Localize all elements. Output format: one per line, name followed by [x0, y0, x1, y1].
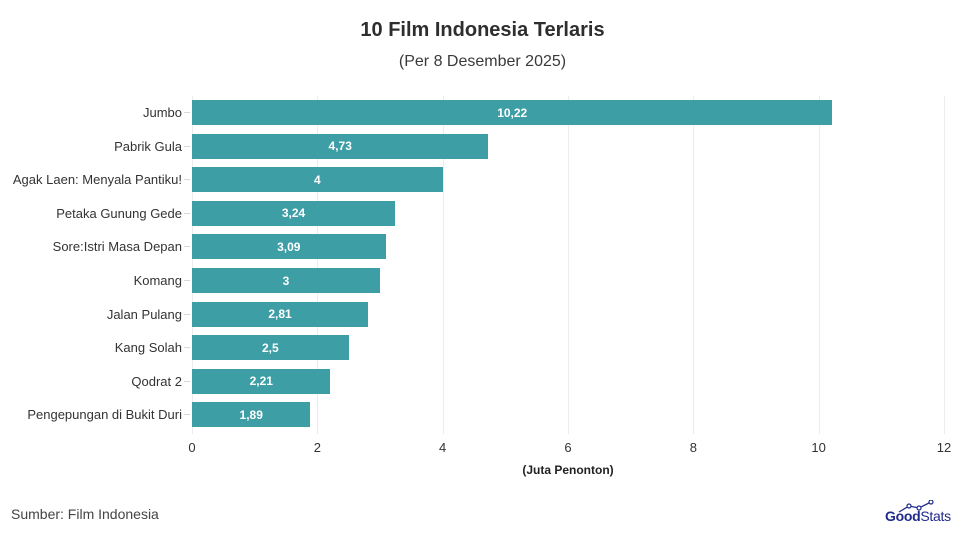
bar-value-label: 4,73: [328, 139, 352, 154]
category-label: Pengepungan di Bukit Duri: [27, 407, 182, 423]
bar-value-label: 10,22: [497, 105, 528, 120]
source-note: Sumber: Film Indonesia: [11, 506, 159, 522]
category-label: Kang Solah: [114, 340, 182, 356]
gridline: [568, 96, 569, 434]
y-tick-mark: [184, 246, 190, 248]
chart-subtitle: (Per 8 Desember 2025): [398, 53, 567, 70]
y-tick-mark: [184, 414, 190, 416]
logo-good: Good: [885, 508, 921, 524]
bar[interactable]: 3: [192, 268, 380, 293]
bar[interactable]: 10,22: [192, 100, 833, 125]
logo-text: GoodStats: [885, 508, 951, 524]
bar[interactable]: 4,73: [192, 133, 489, 159]
plot-area: [192, 96, 945, 434]
x-tick-label: 12: [936, 440, 952, 455]
category-label: Agak Laen: Menyala Pantiku!: [12, 172, 182, 188]
gridline: [442, 96, 444, 434]
bar-value-label: 3,09: [277, 239, 301, 254]
bar-value-label: 2,81: [268, 307, 292, 322]
bar-value-label: 4: [313, 172, 321, 187]
x-tick-label: 6: [564, 440, 572, 455]
chart-title: 10 Film Indonesia Terlaris: [360, 19, 605, 41]
bar-value-label: 1,89: [239, 407, 263, 422]
x-tick-label: 4: [439, 440, 447, 455]
x-tick-label: 8: [689, 440, 697, 455]
gridline: [944, 96, 945, 434]
bar[interactable]: 4: [192, 167, 443, 193]
y-tick-mark: [184, 212, 190, 214]
category-label: Jalan Pulang: [106, 306, 182, 322]
category-label: Qodrat 2: [131, 373, 182, 389]
bar[interactable]: 2,5: [192, 335, 349, 361]
y-tick-mark: [184, 280, 190, 281]
category-label: Komang: [133, 273, 182, 288]
y-tick-mark: [184, 347, 190, 349]
gridline: [818, 96, 820, 434]
y-tick-mark: [184, 313, 190, 315]
trend-line-icon: [898, 500, 934, 513]
gridline: [192, 96, 193, 434]
category-label: Sore:Istri Masa Depan: [52, 239, 182, 255]
y-tick-mark: [184, 112, 190, 113]
category-label: Jumbo: [142, 105, 182, 120]
y-tick-mark: [184, 145, 190, 147]
bar[interactable]: 1,89: [192, 402, 311, 428]
y-tick-mark: [184, 380, 190, 382]
gridline: [317, 96, 319, 434]
x-axis-label: (Juta Penonton): [522, 463, 614, 477]
x-tick-label: 2: [313, 440, 321, 455]
logo-stats: Stats: [920, 508, 951, 524]
bar[interactable]: 3,09: [192, 234, 386, 260]
gridline: [693, 96, 695, 434]
goodstats-logo: GoodStats: [885, 500, 960, 526]
bar[interactable]: 2,21: [192, 368, 331, 394]
bar-value-label: 2,21: [249, 374, 273, 389]
bar[interactable]: 3,24: [192, 200, 396, 226]
category-label: Pabrik Gula: [114, 138, 182, 154]
bar-value-label: 3,24: [281, 206, 306, 221]
bar-value-label: 3: [282, 273, 290, 288]
bar[interactable]: 2,81: [192, 301, 369, 327]
category-label: Petaka Gunung Gede: [56, 205, 182, 221]
x-tick-label: 10: [811, 440, 826, 455]
x-tick-label: 0: [188, 440, 196, 455]
bar-value-label: 2,5: [261, 340, 279, 355]
y-tick-mark: [184, 179, 190, 181]
